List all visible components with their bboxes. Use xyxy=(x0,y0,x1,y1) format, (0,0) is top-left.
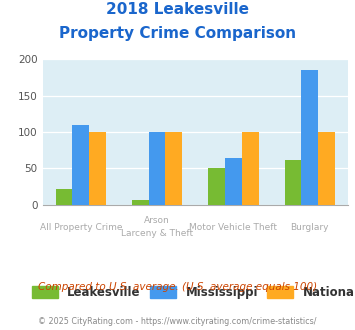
Bar xyxy=(56,189,72,205)
Bar xyxy=(149,132,165,205)
Bar xyxy=(165,132,182,205)
Text: Motor Vehicle Theft: Motor Vehicle Theft xyxy=(190,223,277,232)
Text: 2018 Leakesville: 2018 Leakesville xyxy=(106,2,249,16)
Bar xyxy=(285,160,301,205)
Text: All Property Crime: All Property Crime xyxy=(39,223,122,232)
Bar xyxy=(318,132,335,205)
Bar xyxy=(225,158,242,205)
Bar xyxy=(72,125,89,205)
Text: Arson: Arson xyxy=(144,216,170,225)
Bar xyxy=(208,168,225,205)
Text: Larceny & Theft: Larceny & Theft xyxy=(121,229,193,238)
Text: Burglary: Burglary xyxy=(290,223,329,232)
Bar xyxy=(132,200,149,205)
Legend: Leakesville, Mississippi, National: Leakesville, Mississippi, National xyxy=(32,286,355,299)
Text: Property Crime Comparison: Property Crime Comparison xyxy=(59,26,296,41)
Text: © 2025 CityRating.com - https://www.cityrating.com/crime-statistics/: © 2025 CityRating.com - https://www.city… xyxy=(38,317,317,326)
Text: Compared to U.S. average. (U.S. average equals 100): Compared to U.S. average. (U.S. average … xyxy=(38,282,317,292)
Bar xyxy=(242,132,258,205)
Bar xyxy=(89,132,106,205)
Bar xyxy=(301,70,318,205)
